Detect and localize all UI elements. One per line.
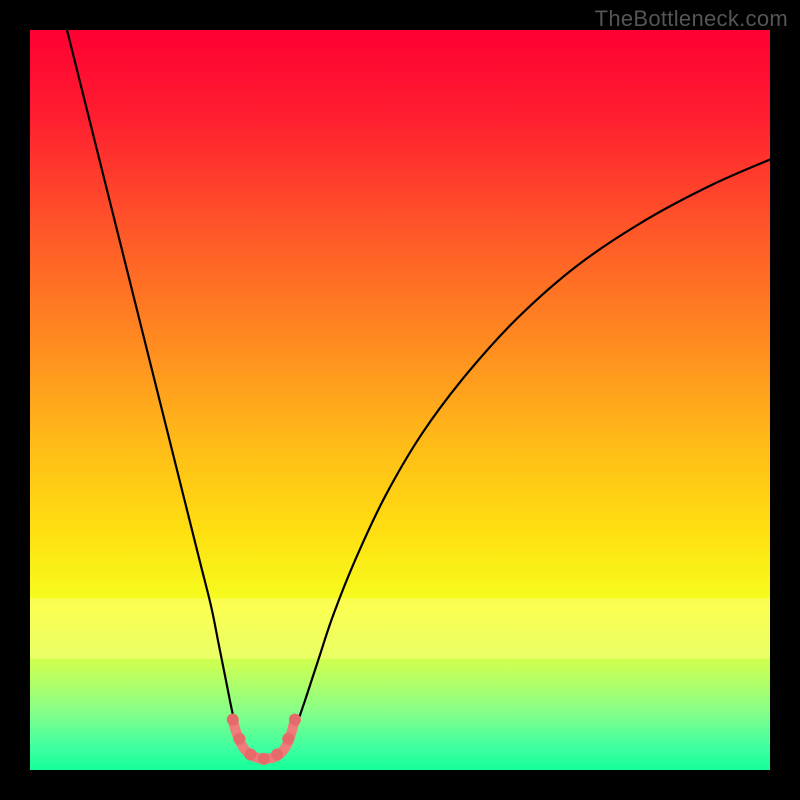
bottom-u-dot xyxy=(258,753,270,765)
highlight-band xyxy=(30,598,770,659)
watermark-text: TheBottleneck.com xyxy=(595,6,788,32)
bottom-u-dot xyxy=(233,733,245,745)
bottom-u-dot xyxy=(289,714,301,726)
bottom-u-dot xyxy=(245,748,257,760)
bottom-u-dot xyxy=(282,733,294,745)
bottleneck-chart xyxy=(0,0,800,800)
bottom-u-dot xyxy=(271,748,283,760)
bottom-u-dot xyxy=(227,714,239,726)
